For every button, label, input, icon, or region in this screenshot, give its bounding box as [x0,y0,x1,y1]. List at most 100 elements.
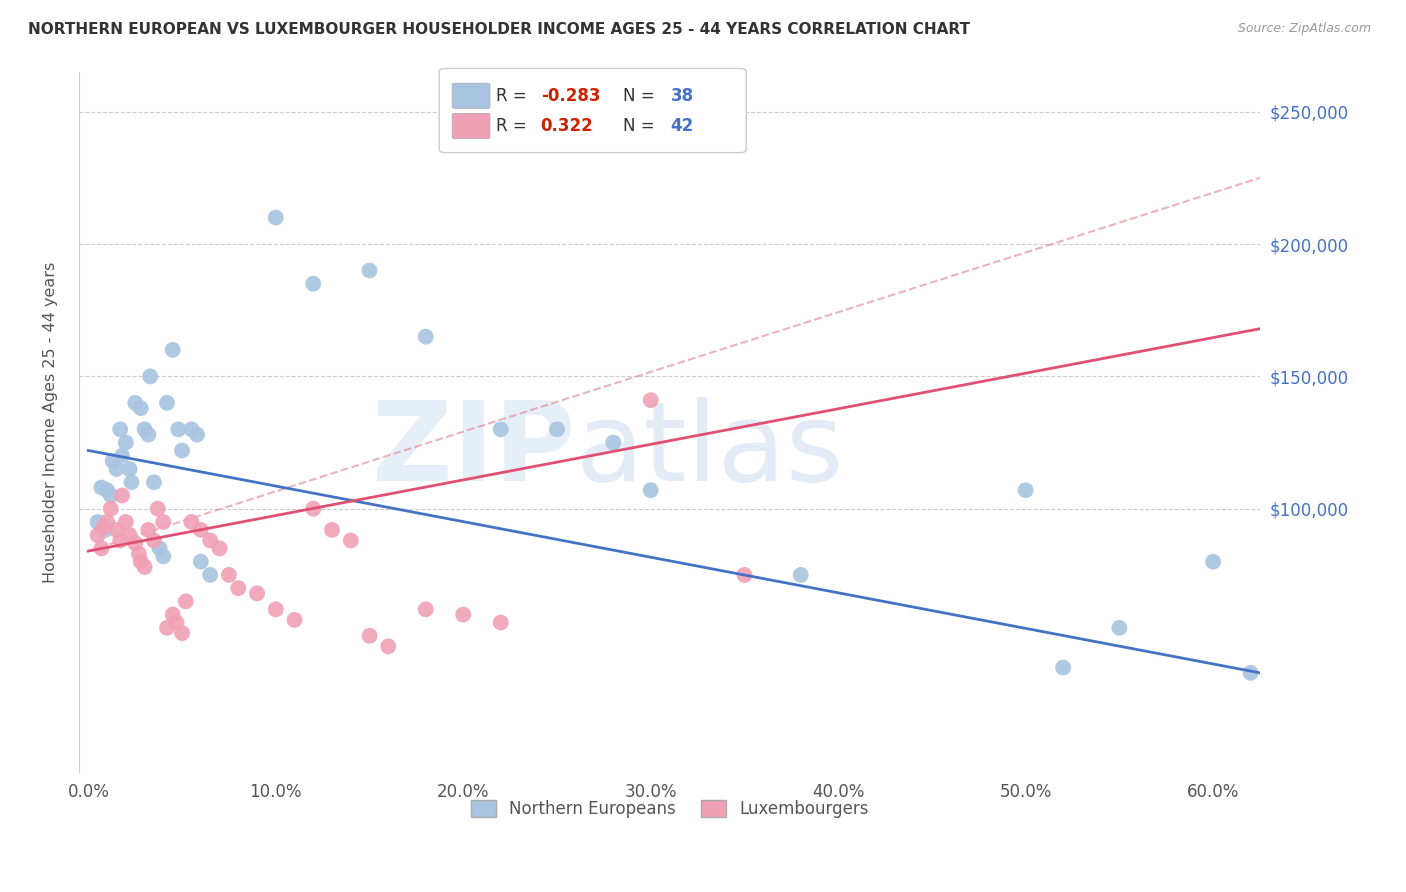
Text: R =: R = [496,117,537,135]
Point [129,555,152,569]
Text: 0.322: 0.322 [541,117,593,135]
Point [162,343,184,357]
Point [1052,660,1074,674]
Point [134,560,156,574]
Point [546,422,568,436]
FancyBboxPatch shape [453,83,489,109]
Point [105,462,128,476]
Point [190,523,212,537]
Point [789,568,811,582]
Text: N =: N = [623,87,661,104]
Point [94,523,117,537]
Point [148,541,170,556]
Point [108,422,131,436]
Point [111,449,134,463]
Point [1108,621,1130,635]
Point [136,427,159,442]
Point [640,393,662,408]
Point [167,422,190,436]
Point [264,211,287,225]
FancyBboxPatch shape [453,113,489,138]
Point [489,615,512,630]
Point [302,277,325,291]
Y-axis label: Householder Income Ages 25 - 44 years: Householder Income Ages 25 - 44 years [44,262,58,583]
Point [162,607,184,622]
Point [359,263,381,277]
Point [640,483,662,498]
Point [415,602,437,616]
Point [120,475,142,490]
Point [101,454,124,468]
Point [100,488,122,502]
Point [129,401,152,416]
Point [90,481,112,495]
Point [264,602,287,616]
Point [114,435,136,450]
Point [451,607,474,622]
Point [180,515,202,529]
Point [1239,665,1261,680]
Point [170,443,193,458]
Point [114,515,136,529]
Point [170,626,193,640]
Point [174,594,197,608]
Point [91,520,114,534]
Point [1014,483,1036,498]
Text: -0.283: -0.283 [541,87,600,104]
Point [111,488,134,502]
Point [118,528,141,542]
Point [134,422,156,436]
Point [100,501,122,516]
Point [96,483,118,498]
Point [218,568,240,582]
Point [1202,555,1225,569]
Point [156,396,179,410]
Point [152,515,174,529]
Point [142,533,165,548]
Point [359,629,381,643]
Point [90,541,112,556]
Text: 42: 42 [671,117,695,135]
Point [302,501,325,516]
Point [124,396,146,410]
Text: Source: ZipAtlas.com: Source: ZipAtlas.com [1237,22,1371,36]
Text: NORTHERN EUROPEAN VS LUXEMBOURGER HOUSEHOLDER INCOME AGES 25 - 44 YEARS CORRELAT: NORTHERN EUROPEAN VS LUXEMBOURGER HOUSEH… [28,22,970,37]
Point [105,523,128,537]
Text: R =: R = [496,87,531,104]
Point [142,475,165,490]
Point [118,462,141,476]
FancyBboxPatch shape [439,69,747,153]
Point [198,533,221,548]
Text: ZIP: ZIP [371,397,575,504]
Point [156,621,179,635]
Point [246,586,269,600]
Point [152,549,174,564]
Point [226,581,249,595]
Point [190,555,212,569]
Point [489,422,512,436]
Point [96,515,118,529]
Point [198,568,221,582]
Point [139,369,162,384]
Point [186,427,208,442]
Point [321,523,343,537]
Point [208,541,231,556]
Point [339,533,361,548]
Point [415,329,437,343]
Point [124,536,146,550]
Text: 38: 38 [671,87,693,104]
Legend: Northern Europeans, Luxembourgers: Northern Europeans, Luxembourgers [464,793,875,825]
Point [283,613,305,627]
Point [86,515,108,529]
Point [128,547,150,561]
Point [733,568,755,582]
Point [86,528,108,542]
Point [602,435,624,450]
Point [136,523,159,537]
Point [180,422,202,436]
Point [146,501,169,516]
Point [377,640,399,654]
Point [108,533,131,548]
Text: atlas: atlas [575,397,844,504]
Text: N =: N = [623,117,661,135]
